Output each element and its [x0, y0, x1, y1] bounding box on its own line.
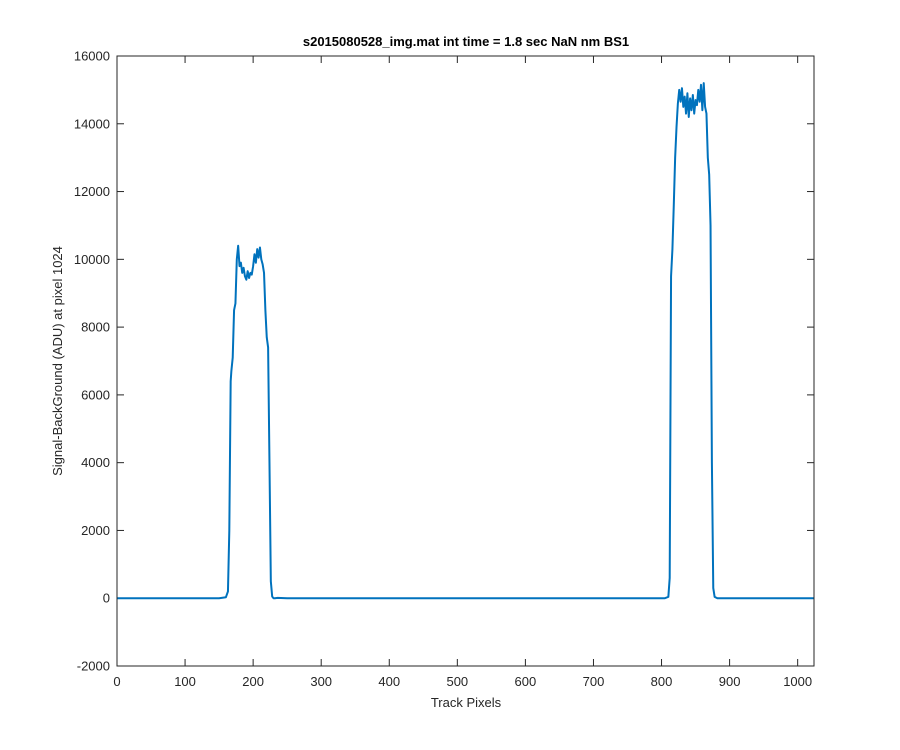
x-tick-label: 400: [378, 674, 400, 689]
x-axis-label: Track Pixels: [431, 695, 502, 710]
x-tick-label: 100: [174, 674, 196, 689]
x-tick-label: 300: [310, 674, 332, 689]
x-tick-label: 500: [446, 674, 468, 689]
x-tick-label: 0: [113, 674, 120, 689]
y-tick-label: 10000: [74, 252, 110, 267]
series-line: [117, 82, 814, 600]
tick-labels: 0 100 200 300 400 500 600 700 800 900 1000-2000020…: [74, 49, 812, 690]
x-tick-label: 900: [719, 674, 741, 689]
x-tick-label: 200: [242, 674, 264, 689]
y-tick-label: 12000: [74, 184, 110, 199]
x-tick-label: 1000: [783, 674, 812, 689]
x-tick-label: 600: [515, 674, 537, 689]
y-tick-label: -2000: [77, 659, 110, 674]
chart-title: s2015080528_img.mat int time = 1.8 sec N…: [303, 34, 629, 49]
y-tick-label: 16000: [74, 49, 110, 64]
y-tick-label: 14000: [74, 116, 110, 131]
series-layer: [117, 82, 814, 600]
x-tick-label: 700: [583, 674, 605, 689]
y-axis-label: Signal-BackGround (ADU) at pixel 1024: [50, 246, 65, 476]
y-tick-label: 2000: [81, 523, 110, 538]
y-tick-label: 8000: [81, 320, 110, 335]
y-tick-label: 0: [103, 591, 110, 606]
y-tick-label: 4000: [81, 455, 110, 470]
plot-area: [117, 56, 814, 666]
x-tick-label: 800: [651, 674, 673, 689]
axes-box: [116, 55, 815, 667]
y-tick-label: 6000: [81, 387, 110, 402]
